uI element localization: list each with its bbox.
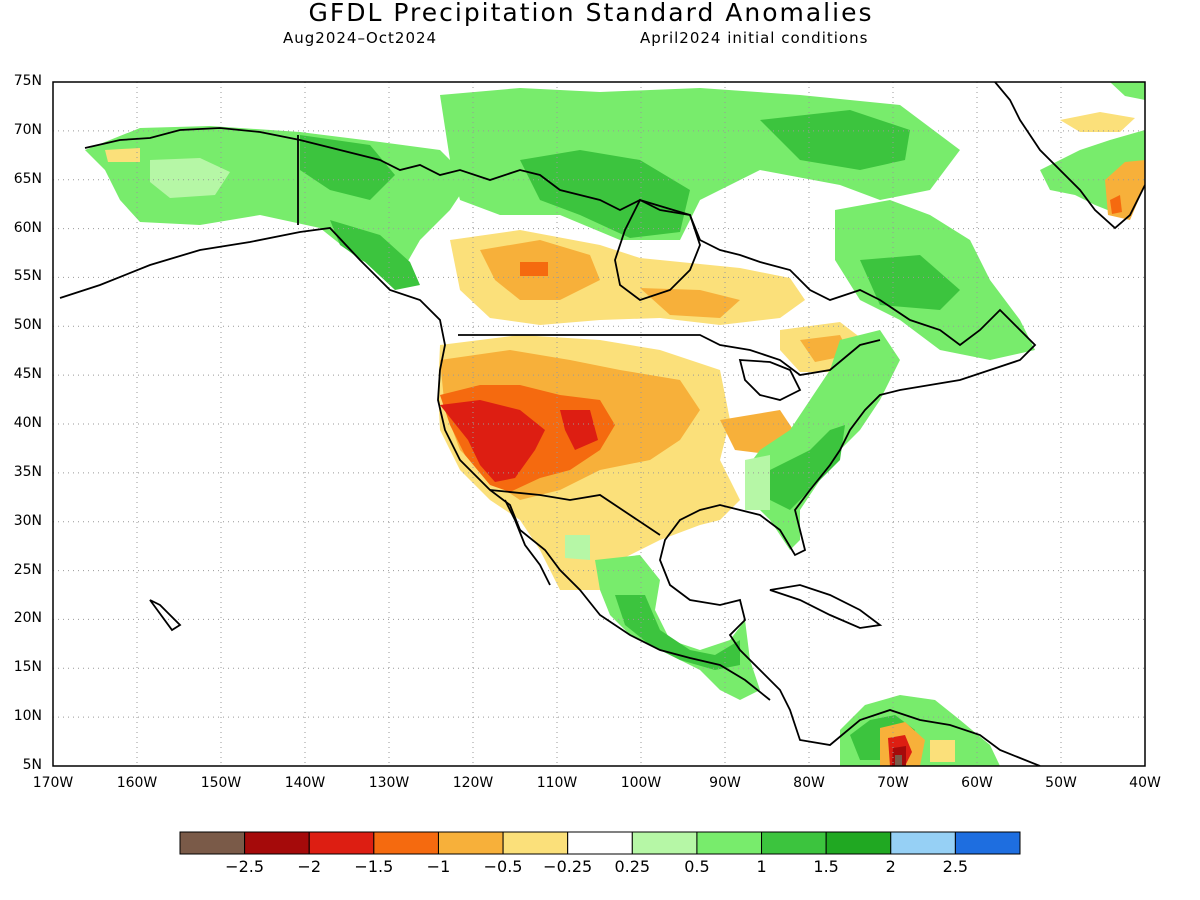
anomaly-region-arctic-midgreen — [760, 110, 910, 170]
latitude-label: 20N — [13, 610, 42, 627]
border-us-mexico — [489, 489, 661, 536]
longitude-label: 110W — [536, 775, 578, 791]
latitude-label: 60N — [13, 219, 42, 236]
latitude-label: 5N — [22, 757, 42, 773]
anomaly-region-ontario-orange — [640, 288, 740, 318]
coastline-greenland — [994, 82, 1145, 230]
longitude-label: 150W — [200, 775, 242, 791]
anomaly-region-mexico-midgreen — [615, 595, 740, 670]
longitude-label: 40W — [1129, 775, 1161, 791]
anomaly-region-guiana-yellow — [930, 740, 955, 762]
latitude-label: 15N — [13, 659, 42, 676]
latitude-label: 75N — [13, 73, 42, 89]
anomaly-region-southeast-lightgreen — [745, 455, 770, 510]
longitude-label: 130W — [368, 775, 410, 791]
colorbar-swatch — [502, 831, 569, 855]
coastline-north-america — [84, 127, 1041, 766]
latitude-label: 40N — [13, 415, 42, 431]
longitude-label: 140W — [284, 775, 326, 791]
anomaly-region-mexico-lightgreen — [565, 535, 590, 560]
colorbar-swatch — [179, 831, 246, 855]
colorbar-swatch — [308, 831, 375, 855]
colorbar-tick-label: −1 — [426, 857, 451, 876]
longitude-label: 170W — [32, 775, 74, 791]
latitude-label: 35N — [13, 463, 42, 480]
longitude-label: 160W — [116, 775, 158, 791]
longitude-label: 100W — [620, 775, 662, 791]
colorbar-tick-label: −2.5 — [225, 857, 265, 876]
colorbar-tick-label: −0.25 — [543, 857, 593, 876]
colorbar-tick-label: 0.5 — [684, 857, 710, 876]
border-us-canada — [458, 334, 881, 376]
longitude-label: 70W — [877, 775, 909, 791]
graticule — [53, 82, 1145, 766]
forecast-period: Aug2024–Oct2024 — [283, 29, 438, 47]
latitude-label: 70N — [13, 121, 42, 138]
colorbar-swatch — [567, 831, 633, 855]
colorbar-tick-label: −1.5 — [354, 857, 394, 876]
map-title: GFDL Precipitation Standard Anomalies — [308, 0, 874, 27]
anomaly-fields — [85, 82, 1145, 766]
colorbar-swatch — [761, 831, 827, 855]
coastlines — [59, 82, 1145, 766]
latitude-label: 55N — [13, 268, 42, 285]
colorbar-swatch — [437, 831, 504, 855]
initial-conditions: April2024 initial conditions — [640, 29, 869, 47]
latitude-label: 10N — [13, 708, 42, 725]
latitude-label: 50N — [13, 317, 42, 334]
anomaly-region-bc-midgreen — [330, 220, 420, 290]
colorbar-tick-label: 1.5 — [813, 857, 839, 876]
anomaly-region-southeast-midgreen — [770, 425, 845, 510]
anomaly-region-saskatchewan-orange — [520, 262, 548, 276]
latitude-label: 65N — [13, 170, 42, 187]
coastline-baja — [504, 499, 551, 586]
colorbar-swatch — [825, 831, 892, 855]
colorbar-tick-label: 2 — [885, 857, 896, 876]
anomaly-region-greenland-deeporange — [1110, 195, 1122, 214]
colorbar-tick-label: −0.5 — [483, 857, 523, 876]
colorbar-tick-label: −2 — [297, 857, 322, 876]
hawaii — [149, 599, 182, 632]
latitude-label: 30N — [13, 512, 42, 529]
colorbar-tick-label: 1 — [756, 857, 767, 876]
colorbar-swatch — [696, 831, 763, 855]
colorbar-tick-label: 0.25 — [614, 857, 651, 876]
anomaly-region-greatbasin-red — [440, 400, 545, 482]
anomaly-region-nunavut-midgreen — [520, 150, 690, 238]
longitude-label: 60W — [961, 775, 993, 791]
hudson-bay — [614, 198, 701, 302]
longitude-label: 80W — [793, 775, 825, 791]
anomaly-region-greenland-yellow — [1060, 112, 1135, 132]
longitude-label: 50W — [1045, 775, 1077, 791]
cuba — [769, 584, 883, 629]
colorbar-swatch — [631, 831, 698, 855]
anomaly-region-alaska-yellow — [105, 148, 140, 162]
colorbar-swatch — [373, 831, 439, 855]
colorbar-swatch — [890, 831, 956, 855]
longitude-label: 90W — [709, 775, 741, 791]
latitude-label: 25N — [13, 561, 42, 578]
anomaly-region-colorado-red — [560, 410, 598, 450]
anomaly-region-alaska-green — [85, 126, 470, 275]
colorbar-swatch — [954, 831, 1021, 855]
anomaly-region-yukon-midgreen — [300, 135, 395, 200]
map-frame — [52, 81, 1146, 767]
anomaly-region-greenland-green-north — [1110, 82, 1145, 100]
longitude-label: 120W — [452, 775, 494, 791]
great-lakes — [738, 359, 802, 401]
latitude-label: 45N — [13, 366, 42, 383]
coastline-pacific — [59, 227, 771, 701]
colorbar — [179, 831, 1021, 855]
colorbar-swatch — [244, 831, 310, 855]
anomaly-region-quebec-midgreen — [860, 255, 960, 310]
colorbar-tick-label: 2.5 — [942, 857, 969, 876]
anomaly-region-alaska-lightgreen — [150, 158, 230, 198]
anomaly-region-venezuela-brown — [895, 755, 902, 766]
